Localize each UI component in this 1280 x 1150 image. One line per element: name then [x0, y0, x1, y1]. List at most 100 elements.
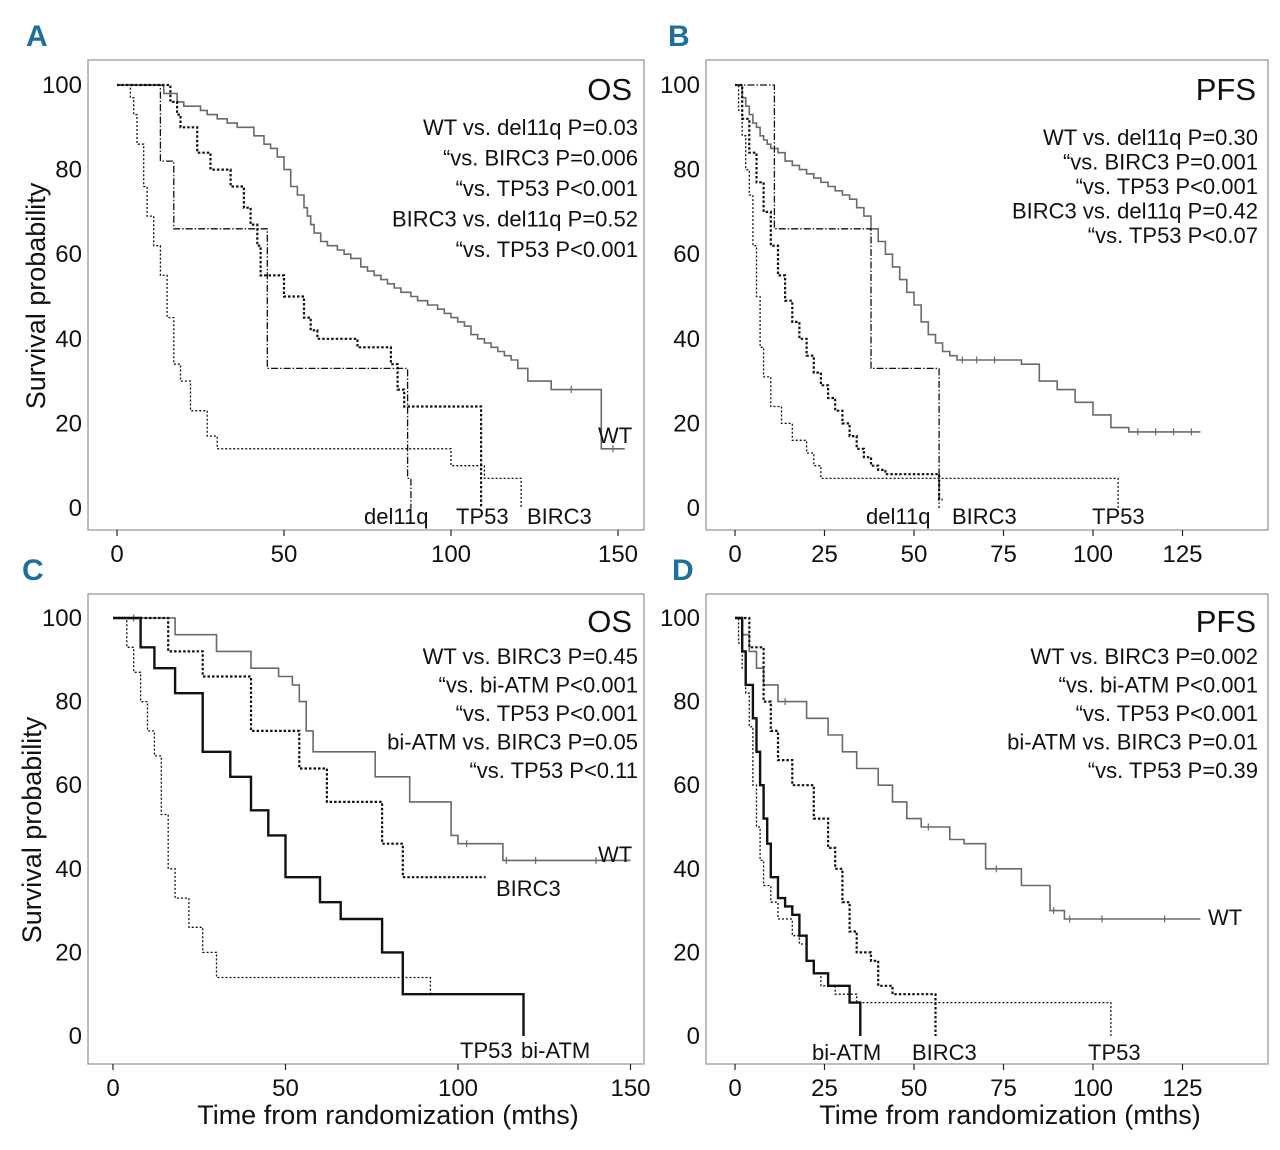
stats-annotation: “vs. TP53 P<0.001 — [456, 176, 638, 201]
series-line-bi-ATM — [113, 616, 525, 1036]
stats-annotation: “vs. bi-ATM P<0.001 — [439, 673, 639, 698]
y-tick-label: 40 — [55, 326, 82, 353]
x-tick-label: 50 — [272, 1075, 299, 1102]
series-line-BIRC3 — [735, 84, 940, 508]
x-tick-label: 25 — [811, 1075, 838, 1102]
plot-frame-B — [705, 59, 1269, 531]
series-line-bi-ATM — [735, 616, 862, 1036]
y-tick-label: 100 — [660, 72, 700, 99]
series-label-BIRC3: BIRC3 — [527, 504, 592, 529]
y-tick-label: 40 — [673, 856, 700, 883]
series-label-TP53: TP53 — [1092, 504, 1145, 529]
series-label-bi-ATM: bi-ATM — [521, 1038, 590, 1063]
y-tick-label: 20 — [55, 410, 82, 437]
y-tick-label: 100 — [42, 72, 82, 99]
y-tick-label: 0 — [687, 1023, 700, 1050]
x-tick-label: 125 — [1162, 541, 1202, 568]
x-tick-label: 100 — [431, 541, 471, 568]
x-tick-label: 50 — [271, 541, 298, 568]
x-axis-title-right: Time from randomization (mths) — [819, 1100, 1201, 1130]
stats-annotation: “vs. TP53 P<0.07 — [1088, 223, 1258, 248]
y-tick-label: 100 — [660, 605, 700, 632]
plot-frame-C — [87, 593, 645, 1065]
x-tick-label: 125 — [1162, 1075, 1202, 1102]
series-label-BIRC3: BIRC3 — [912, 1040, 977, 1065]
x-tick-label: 25 — [811, 541, 838, 568]
x-tick-label: 150 — [610, 1075, 650, 1102]
panel-label-D: D — [672, 554, 694, 587]
series-line-del11q — [735, 83, 943, 501]
series-line-WT — [113, 617, 631, 862]
y-tick-label: 40 — [55, 856, 82, 883]
series-label-BIRC3: BIRC3 — [496, 876, 561, 901]
series-line-WT — [735, 84, 1201, 433]
stats-annotation: “vs. TP53 P<0.001 — [1076, 701, 1258, 726]
stats-annotation: bi-ATM vs. BIRC3 P=0.01 — [1007, 730, 1258, 755]
x-tick-label: 0 — [106, 1075, 119, 1102]
x-tick-label: 50 — [901, 541, 928, 568]
stats-annotation: BIRC3 vs. del11q P=0.42 — [1012, 199, 1258, 224]
stats-annotation: “vs. TP53 P<0.001 — [456, 701, 638, 726]
y-tick-label: 80 — [673, 157, 700, 184]
y-tick-label: 80 — [55, 689, 82, 716]
panel-label-C: C — [22, 554, 44, 587]
stats-annotation: “vs. TP53 P<0.11 — [469, 758, 638, 783]
x-tick-label: 100 — [1073, 541, 1113, 568]
plot-frame-A — [87, 59, 645, 531]
y-tick-label: 40 — [673, 326, 700, 353]
y-tick-label: 20 — [55, 939, 82, 966]
x-tick-label: 0 — [728, 1075, 741, 1102]
stats-annotation: BIRC3 vs. del11q P=0.52 — [392, 207, 638, 232]
y-tick-label: 80 — [55, 157, 82, 184]
panel-title-C: OS — [587, 604, 632, 639]
x-tick-label: 0 — [728, 541, 741, 568]
stats-annotation: “vs. BIRC3 P=0.006 — [443, 146, 638, 171]
y-tick-label: 80 — [673, 689, 700, 716]
y-tick-label: 0 — [69, 1023, 82, 1050]
series-line-BIRC3 — [117, 84, 412, 508]
y-tick-label: 60 — [55, 241, 82, 268]
x-tick-label: 100 — [1073, 1075, 1113, 1102]
series-label-del11q: del11q — [866, 504, 930, 529]
x-tick-label: 150 — [598, 541, 638, 568]
stats-annotation: WT vs. del11q P=0.03 — [423, 115, 638, 140]
series-line-BIRC3 — [113, 616, 486, 879]
stats-annotation: bi-ATM vs. BIRC3 P=0.05 — [387, 730, 638, 755]
y-tick-label: 100 — [42, 605, 82, 632]
series-label-BIRC3: BIRC3 — [952, 504, 1017, 529]
series-line-WT — [117, 84, 625, 450]
panel-label-A: A — [26, 20, 48, 53]
y-tick-label: 0 — [69, 495, 82, 522]
y-tick-label: 60 — [673, 241, 700, 268]
series-line-BIRC3 — [735, 616, 937, 1036]
panel-title-D: PFS — [1196, 604, 1256, 639]
series-line-TP53 — [117, 84, 522, 508]
panel-title-A: OS — [587, 72, 632, 107]
x-tick-label: 100 — [438, 1075, 478, 1102]
panel-label-B: B — [668, 20, 690, 53]
y-tick-label: 60 — [673, 772, 700, 799]
series-label-WT: WT — [1208, 905, 1242, 930]
series-label-del11q: del11q — [364, 504, 428, 529]
x-tick-label: 50 — [901, 1075, 928, 1102]
stats-annotation: “vs. bi-ATM P<0.001 — [1059, 673, 1259, 698]
series-label-bi-ATM: bi-ATM — [812, 1040, 881, 1065]
y-tick-label: 0 — [687, 495, 700, 522]
series-label-TP53: TP53 — [1088, 1040, 1141, 1065]
y-tick-label: 20 — [673, 410, 700, 437]
x-tick-label: 0 — [110, 541, 123, 568]
y-tick-label: 60 — [55, 772, 82, 799]
x-tick-label: 75 — [990, 1075, 1017, 1102]
stats-annotation: “vs. TP53 P=0.39 — [1088, 758, 1258, 783]
y-tick-label: 20 — [673, 939, 700, 966]
stats-annotation: “vs. TP53 P<0.001 — [456, 237, 638, 262]
stats-annotation: WT vs. BIRC3 P=0.002 — [1030, 644, 1258, 669]
panel-title-B: PFS — [1196, 72, 1256, 107]
series-label-TP53: TP53 — [456, 504, 509, 529]
series-label-TP53: TP53 — [460, 1038, 513, 1063]
series-line-TP53 — [735, 617, 1112, 1036]
y-axis-title-bottom: Survival probability — [17, 716, 47, 943]
x-tick-label: 75 — [990, 541, 1017, 568]
stats-annotation: WT vs. BIRC3 P=0.45 — [423, 644, 638, 669]
